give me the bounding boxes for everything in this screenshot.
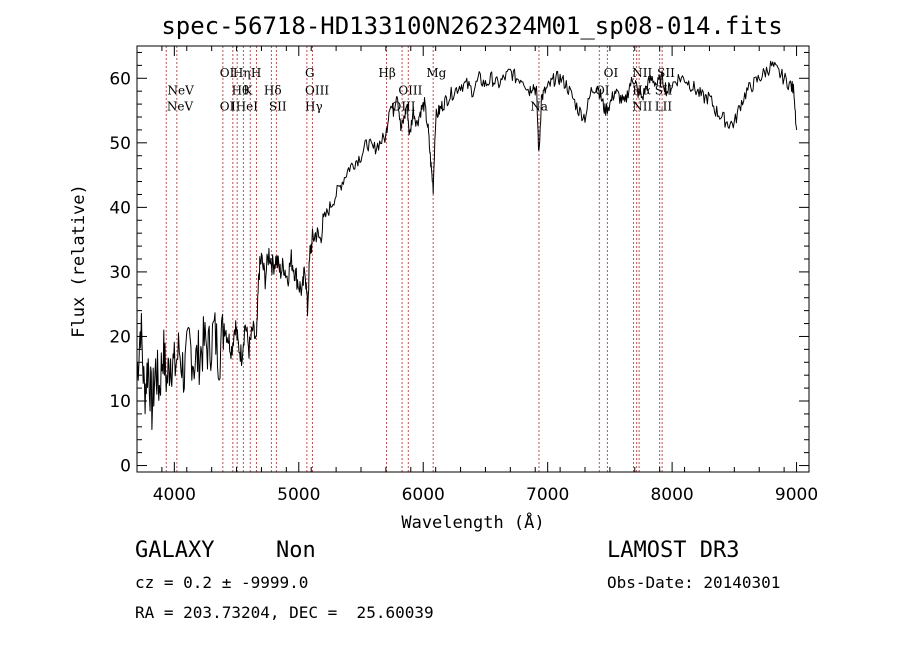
spectral-line-label: LII <box>655 100 673 114</box>
coordinates-text: RA = 203.73204, DEC = 25.60039 <box>135 603 434 622</box>
spectral-line-label: SII <box>269 100 287 114</box>
spectral-line-label: NII <box>632 100 652 114</box>
redshift-text: cz = 0.2 ± -9999.0 <box>135 573 309 592</box>
spectral-line-label: OIII <box>398 83 422 97</box>
y-tick-label: 20 <box>109 327 131 347</box>
spectral-line-label: Hγ <box>305 100 323 114</box>
x-tick-label: 6000 <box>402 485 445 505</box>
survey-label: LAMOST DR3 <box>607 538 740 563</box>
spectral-line-label: NII <box>632 66 652 80</box>
obs-date-text: Obs-Date: 20140301 <box>607 573 781 592</box>
spectral-line-label: OI <box>604 66 619 80</box>
spectral-line-label: OI <box>595 83 610 97</box>
spectral-line-label: K <box>243 83 253 97</box>
y-axis: 0 10 20 30 40 50 60 <box>109 51 809 477</box>
x-axis: 4000 5000 6000 7000 8000 9000 <box>136 46 818 505</box>
y-tick-label: 60 <box>109 69 131 89</box>
x-axis-label: Wavelength (Å) <box>401 511 544 533</box>
spectral-line-label: OIII <box>305 83 329 97</box>
spectral-line-label: Mg <box>426 66 446 80</box>
spectral-line-label: Hθ <box>232 83 250 97</box>
chart-title: spec-56718-HD133100N262324M01_sp08-014.f… <box>161 12 782 40</box>
spectral-line-label: Na <box>530 100 548 114</box>
y-tick-label: 30 <box>109 263 131 283</box>
object-class-label: GALAXY <box>135 538 215 563</box>
spectral-line-label: NeV <box>167 83 194 97</box>
x-tick-label: 4000 <box>153 485 196 505</box>
y-tick-label: 40 <box>109 198 131 218</box>
spectral-line-label: G <box>305 66 315 80</box>
x-tick-label: 8000 <box>650 485 693 505</box>
spectral-line-label: Hδ <box>264 83 282 97</box>
spectral-line-label: IHeI <box>231 100 258 114</box>
y-tick-label: 10 <box>109 392 131 412</box>
x-tick-label: 5000 <box>277 485 320 505</box>
spectral-line-label: H <box>251 66 261 80</box>
y-tick-label: 0 <box>120 457 131 477</box>
spectral-line-label: OI <box>220 66 235 80</box>
spectral-line-label: Hη <box>233 66 251 80</box>
y-axis-label: Flux (relative) <box>69 184 89 338</box>
x-tick-label: 7000 <box>526 485 569 505</box>
x-tick-label: 9000 <box>775 485 818 505</box>
spectral-line-label: NeV <box>167 100 194 114</box>
y-tick-label: 50 <box>109 134 131 154</box>
spectral-line-label: Hβ <box>378 66 395 80</box>
spectral-line-label: OI <box>220 100 235 114</box>
spectrum-series <box>136 60 798 430</box>
object-subclass-label: Non <box>276 538 316 563</box>
spectrum-line <box>136 60 798 430</box>
